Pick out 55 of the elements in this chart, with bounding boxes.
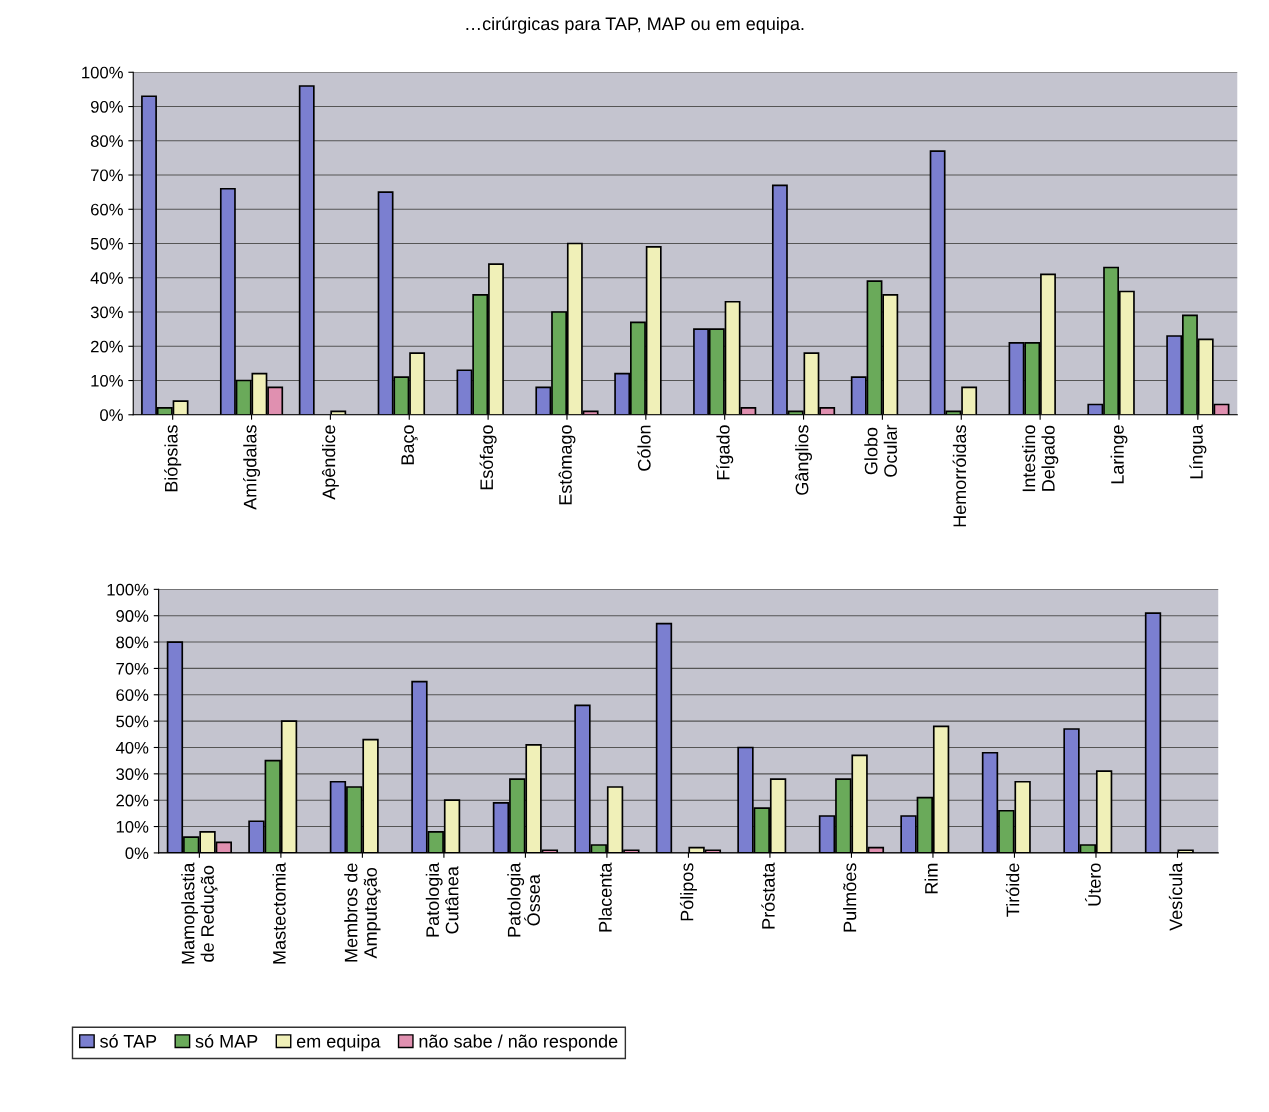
y-tick-label: 50%: [116, 715, 149, 728]
x-tick-label: Tiróide: [1005, 863, 1020, 917]
x-tick-label: Membros de Amputação: [344, 863, 381, 962]
x-tick-label: Placenta: [598, 862, 612, 932]
x-tick-label: Mamoplastia de Redução: [181, 862, 218, 964]
y-tick-label: 80%: [116, 636, 149, 649]
y-tick-label: 20%: [116, 794, 149, 807]
y-tick-label: 60%: [91, 203, 123, 216]
y-tick-label: 60%: [116, 689, 149, 701]
y-tick-label: 70%: [116, 662, 149, 675]
legend-label: não sabe / não responde: [419, 1034, 618, 1052]
chart-title: …cirúrgicas para TAP, MAP ou em equipa.: [466, 16, 804, 34]
x-tick-label: Rim: [924, 863, 938, 894]
x-tick-label: Biópsias: [164, 425, 182, 492]
x-tick-label: Esófago: [479, 425, 497, 490]
x-tick-label: Hemorróidas: [952, 425, 967, 527]
y-tick-label: 30%: [90, 306, 123, 319]
x-tick-label: Intestino Delgado: [1021, 425, 1059, 492]
x-tick-label: Mastectomia: [272, 862, 286, 964]
y-tick-label: 20%: [91, 340, 123, 353]
x-tick-label: Estômago: [558, 425, 576, 505]
x-tick-label: Globo Ocular: [864, 424, 897, 477]
x-tick-label: Útero: [1084, 863, 1101, 906]
x-tick-label: Próstata: [761, 862, 775, 929]
x-tick-label: Cólon: [637, 425, 651, 471]
x-tick-label: Patologia Óssea: [507, 862, 540, 937]
x-tick-label: Gânglios: [795, 425, 812, 495]
y-tick-label: 30%: [116, 768, 149, 781]
y-tick-label: 90%: [116, 610, 149, 622]
x-tick-label: Laringe: [1110, 425, 1128, 484]
x-tick-label: Pólipos: [679, 863, 697, 921]
x-tick-label: Baço: [401, 425, 418, 465]
y-tick-label: 100%: [82, 66, 123, 79]
y-tick-label: 40%: [90, 272, 123, 284]
y-tick-label: 0%: [125, 847, 149, 860]
x-tick-label: Vesícula: [1168, 862, 1183, 931]
y-tick-label: 100%: [107, 583, 149, 596]
x-tick-label: Apêndice: [321, 425, 339, 500]
x-tick-label: Pulmões: [843, 863, 857, 932]
bar: [298, 85, 315, 415]
x-tick-label: Patologia Cutânea: [425, 862, 459, 937]
legend-label: só MAP: [195, 1034, 258, 1048]
y-tick-label: 50%: [90, 237, 123, 250]
x-tick-label: Língua: [1189, 424, 1207, 479]
x-tick-label: Amígdalas: [243, 425, 261, 510]
y-tick-label: 10%: [91, 374, 123, 387]
y-tick-label: 10%: [116, 820, 149, 833]
legend-label: em equipa: [296, 1034, 381, 1052]
y-tick-label: 80%: [90, 135, 123, 147]
x-tick-label: Fígado: [716, 425, 734, 480]
y-tick-label: 0%: [100, 409, 123, 421]
y-tick-label: 40%: [115, 741, 149, 754]
y-tick-label: 90%: [90, 100, 123, 113]
legend-label: só TAP: [100, 1034, 157, 1048]
y-tick-label: 70%: [91, 169, 123, 182]
